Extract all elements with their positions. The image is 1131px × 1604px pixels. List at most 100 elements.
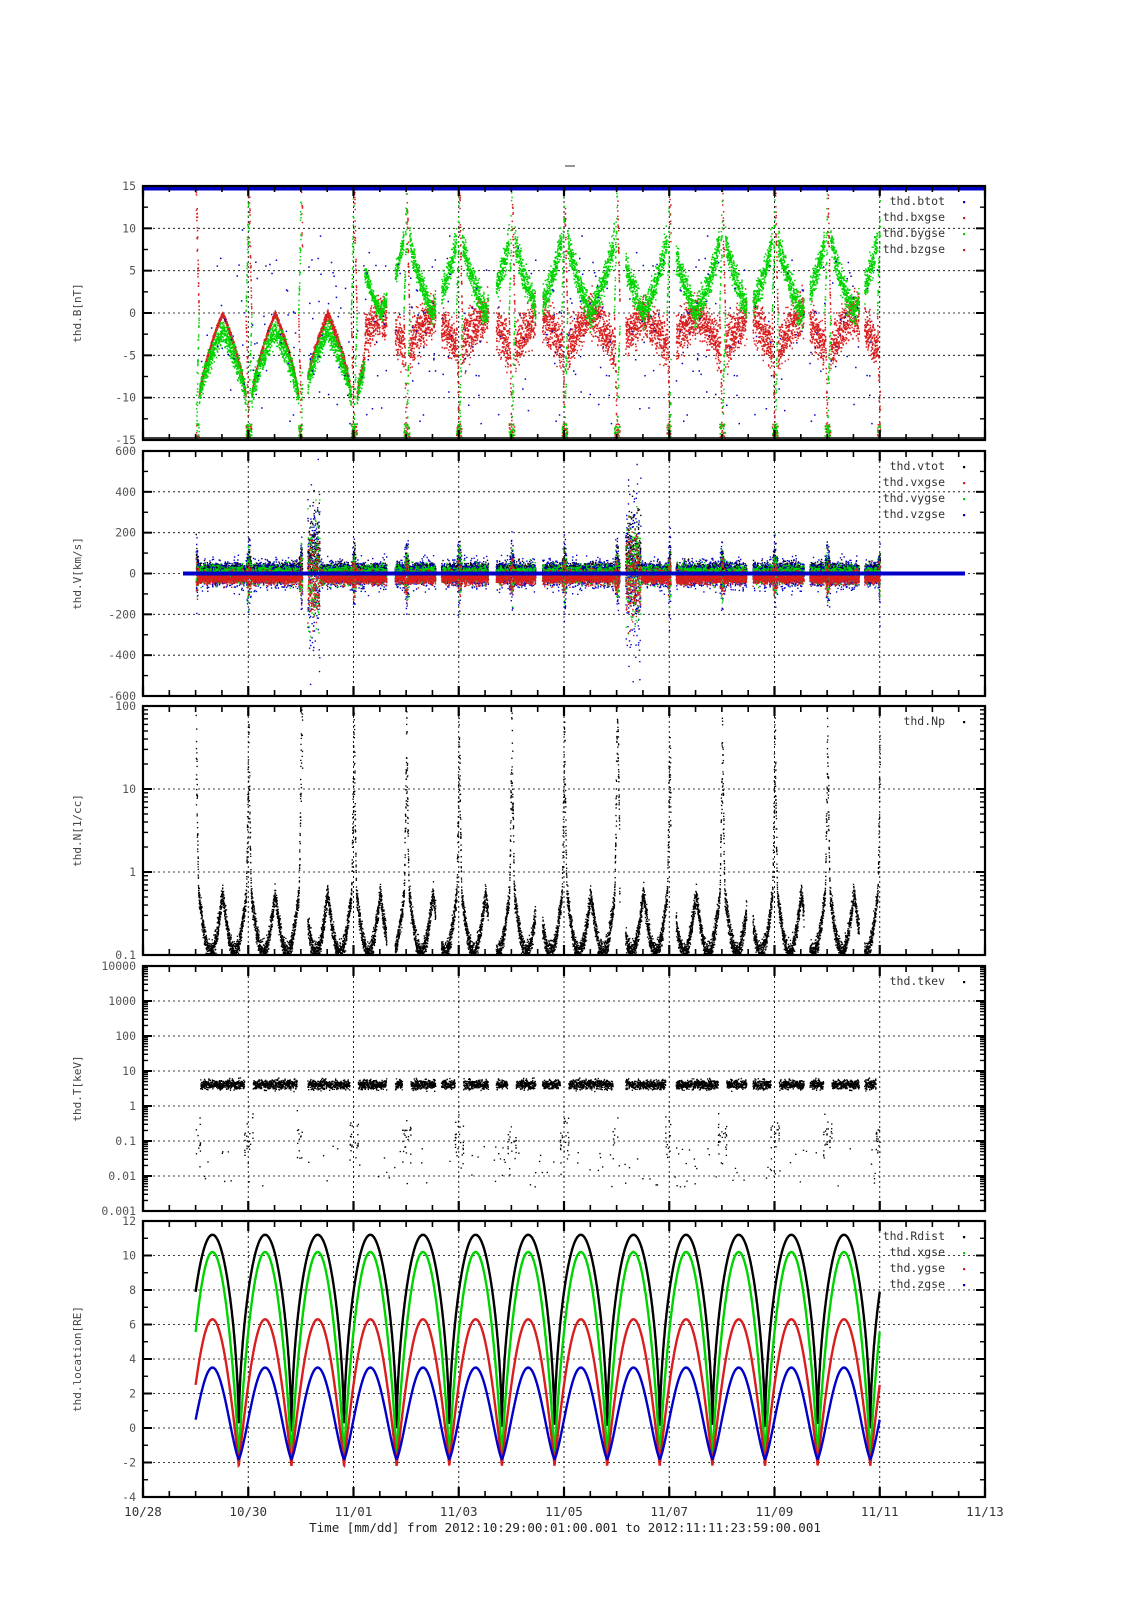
y-tick-label: 15 bbox=[122, 179, 136, 193]
panel-group: -15-10-5051015thd.B[nT]thd.btotthd.bxgse… bbox=[71, 179, 987, 1504]
x-tick-label: 11/07 bbox=[650, 1504, 688, 1519]
location-curve-thd-xgse bbox=[194, 1250, 881, 1466]
y-tick-label: 4 bbox=[129, 1352, 136, 1366]
y-tick-label: 1 bbox=[129, 865, 136, 879]
y-tick-label: 0.001 bbox=[101, 1204, 136, 1218]
data-points bbox=[195, 1077, 881, 1188]
legend-label-thd-xgse: thd.xgse bbox=[890, 1245, 945, 1259]
x-tick-label: 11/09 bbox=[756, 1504, 794, 1519]
x-tick-label: 10/28 bbox=[124, 1504, 162, 1519]
legend-marker bbox=[963, 1252, 966, 1255]
legend-marker bbox=[963, 466, 966, 469]
x-tick-label: 11/05 bbox=[545, 1504, 583, 1519]
x-tick-label: 11/03 bbox=[440, 1504, 478, 1519]
y-tick-label: 400 bbox=[115, 485, 136, 499]
y-tick-label: -10 bbox=[115, 391, 136, 405]
legend-label-thd-ygse: thd.ygse bbox=[890, 1261, 945, 1275]
y-tick-label: 100 bbox=[115, 1029, 136, 1043]
legend-label-thd-btot: thd.btot bbox=[890, 194, 945, 208]
legend-marker bbox=[963, 498, 966, 501]
legend-marker bbox=[963, 249, 966, 252]
panel-0-ylabel: thd.B[nT] bbox=[71, 283, 84, 343]
y-tick-label: 1000 bbox=[108, 994, 136, 1008]
y-tick-label: -2 bbox=[122, 1456, 136, 1470]
legend-label-thd-zgse: thd.zgse bbox=[890, 1277, 945, 1291]
legend-label-thd-vygse: thd.vygse bbox=[883, 491, 945, 505]
y-tick-label: -400 bbox=[108, 648, 136, 662]
panel-2-legend: thd.Np bbox=[903, 714, 966, 728]
legend-marker bbox=[963, 201, 966, 204]
legend-marker bbox=[963, 233, 966, 236]
legend-label-thd-vxgse: thd.vxgse bbox=[883, 475, 945, 489]
legend-label-thd-tkev: thd.tkev bbox=[890, 974, 945, 988]
panel-0: -15 -10 -5 0 5 10 15 thd.B[nT] thd.btot thd.bxgse… bbox=[71, 179, 987, 447]
y-tick-label: -200 bbox=[108, 607, 136, 621]
data-points bbox=[195, 499, 882, 638]
y-tick-label: 1 bbox=[129, 1099, 136, 1113]
x-tick-label: 11/11 bbox=[861, 1504, 899, 1519]
panel-1-ylabel: thd.V[km/s] bbox=[71, 537, 84, 610]
y-tick-label: 0.1 bbox=[115, 948, 136, 962]
x-tick-label: 11/13 bbox=[966, 1504, 1004, 1519]
legend-label-thd-vtot: thd.vtot bbox=[890, 459, 945, 473]
legend-label-thd-bzgse: thd.bzgse bbox=[883, 242, 945, 256]
y-tick-label: 0.01 bbox=[108, 1169, 136, 1183]
panel-1-legend: thd.vtot thd.vxgse thd.vygse thd.vzgse bbox=[883, 459, 966, 521]
panel-2: 0.1 1 10 100 thd.N[1/cc] thd.Np bbox=[71, 699, 987, 962]
panel-3-ylabel: thd.T[keV] bbox=[71, 1055, 84, 1121]
data-points bbox=[195, 516, 882, 637]
location-curve-thd-zgse bbox=[194, 1366, 881, 1461]
y-tick-label: 5 bbox=[129, 264, 136, 278]
data-points bbox=[195, 186, 882, 440]
y-tick-label: 6 bbox=[129, 1318, 136, 1332]
y-tick-label: 10 bbox=[122, 221, 136, 235]
y-tick-label: 0.1 bbox=[115, 1134, 136, 1148]
legend-label-thd-Np: thd.Np bbox=[903, 714, 945, 728]
panel-4: -4-2024681012thd.location[RE]thd.Rdistth… bbox=[71, 1214, 987, 1504]
legend-marker bbox=[963, 1268, 966, 1271]
y-tick-label: -600 bbox=[108, 689, 136, 703]
panel-4-legend: thd.Rdist thd.xgse thd.ygse thd.zgse bbox=[883, 1229, 966, 1291]
legend-label-thd-bxgse: thd.bxgse bbox=[883, 210, 945, 224]
figure-caption: Time [mm/dd] from 2012:10:29:00:01:00.00… bbox=[309, 1520, 821, 1535]
y-tick-label: -5 bbox=[122, 348, 136, 362]
legend-marker bbox=[963, 217, 966, 220]
legend-marker bbox=[963, 482, 966, 485]
panel-3: 0.001 0.01 0.1 1 10 100 1000 10000 thd.T[keV] thd… bbox=[71, 959, 987, 1218]
x-tick-label: 11/01 bbox=[335, 1504, 373, 1519]
legend-label-thd-bygse: thd.bygse bbox=[883, 226, 945, 240]
legend-label-thd-vzgse: thd.vzgse bbox=[883, 507, 945, 521]
legend-marker bbox=[963, 1236, 966, 1239]
y-tick-label: 200 bbox=[115, 526, 136, 540]
v-zero-line bbox=[183, 571, 965, 576]
y-tick-label: 10 bbox=[122, 1064, 136, 1078]
y-tick-label: 0 bbox=[129, 306, 136, 320]
y-tick-label: 10 bbox=[122, 1249, 136, 1263]
legend-marker bbox=[963, 981, 966, 984]
panel-1: -600 -400 -200 0 200 400 600 thd.V[km/s] thd.vto… bbox=[71, 444, 987, 703]
legend-label-thd-Rdist: thd.Rdist bbox=[883, 1229, 945, 1243]
panel-1-data bbox=[183, 458, 965, 686]
y-tick-label: 10000 bbox=[101, 959, 136, 973]
panel-3-data bbox=[195, 1077, 881, 1188]
x-axis: 10/28 10/30 11/01 11/03 11/05 11/07 11/09 11/11… bbox=[124, 1504, 1004, 1519]
y-tick-label: 8 bbox=[129, 1283, 136, 1297]
y-tick-label: 0 bbox=[129, 567, 136, 581]
panel-4-ylabel: thd.location[RE] bbox=[71, 1306, 84, 1412]
y-tick-label: 2 bbox=[129, 1387, 136, 1401]
panel-0-legend: thd.btot thd.bxgse thd.bygse thd.bzgse bbox=[883, 194, 966, 256]
legend-marker bbox=[963, 514, 966, 517]
location-curve-thd-Rdist bbox=[194, 1233, 881, 1432]
y-tick-label: 100 bbox=[115, 699, 136, 713]
y-tick-label: 0 bbox=[129, 1421, 136, 1435]
panel-3-legend: thd.tkev bbox=[890, 974, 966, 988]
panel-4-data bbox=[194, 1233, 881, 1468]
y-tick-label: -15 bbox=[115, 433, 136, 447]
y-tick-label: -4 bbox=[122, 1490, 136, 1504]
legend-marker bbox=[963, 721, 966, 724]
x-tick-label: 10/30 bbox=[229, 1504, 267, 1519]
legend-marker bbox=[963, 1284, 966, 1287]
y-tick-label: 10 bbox=[122, 782, 136, 796]
